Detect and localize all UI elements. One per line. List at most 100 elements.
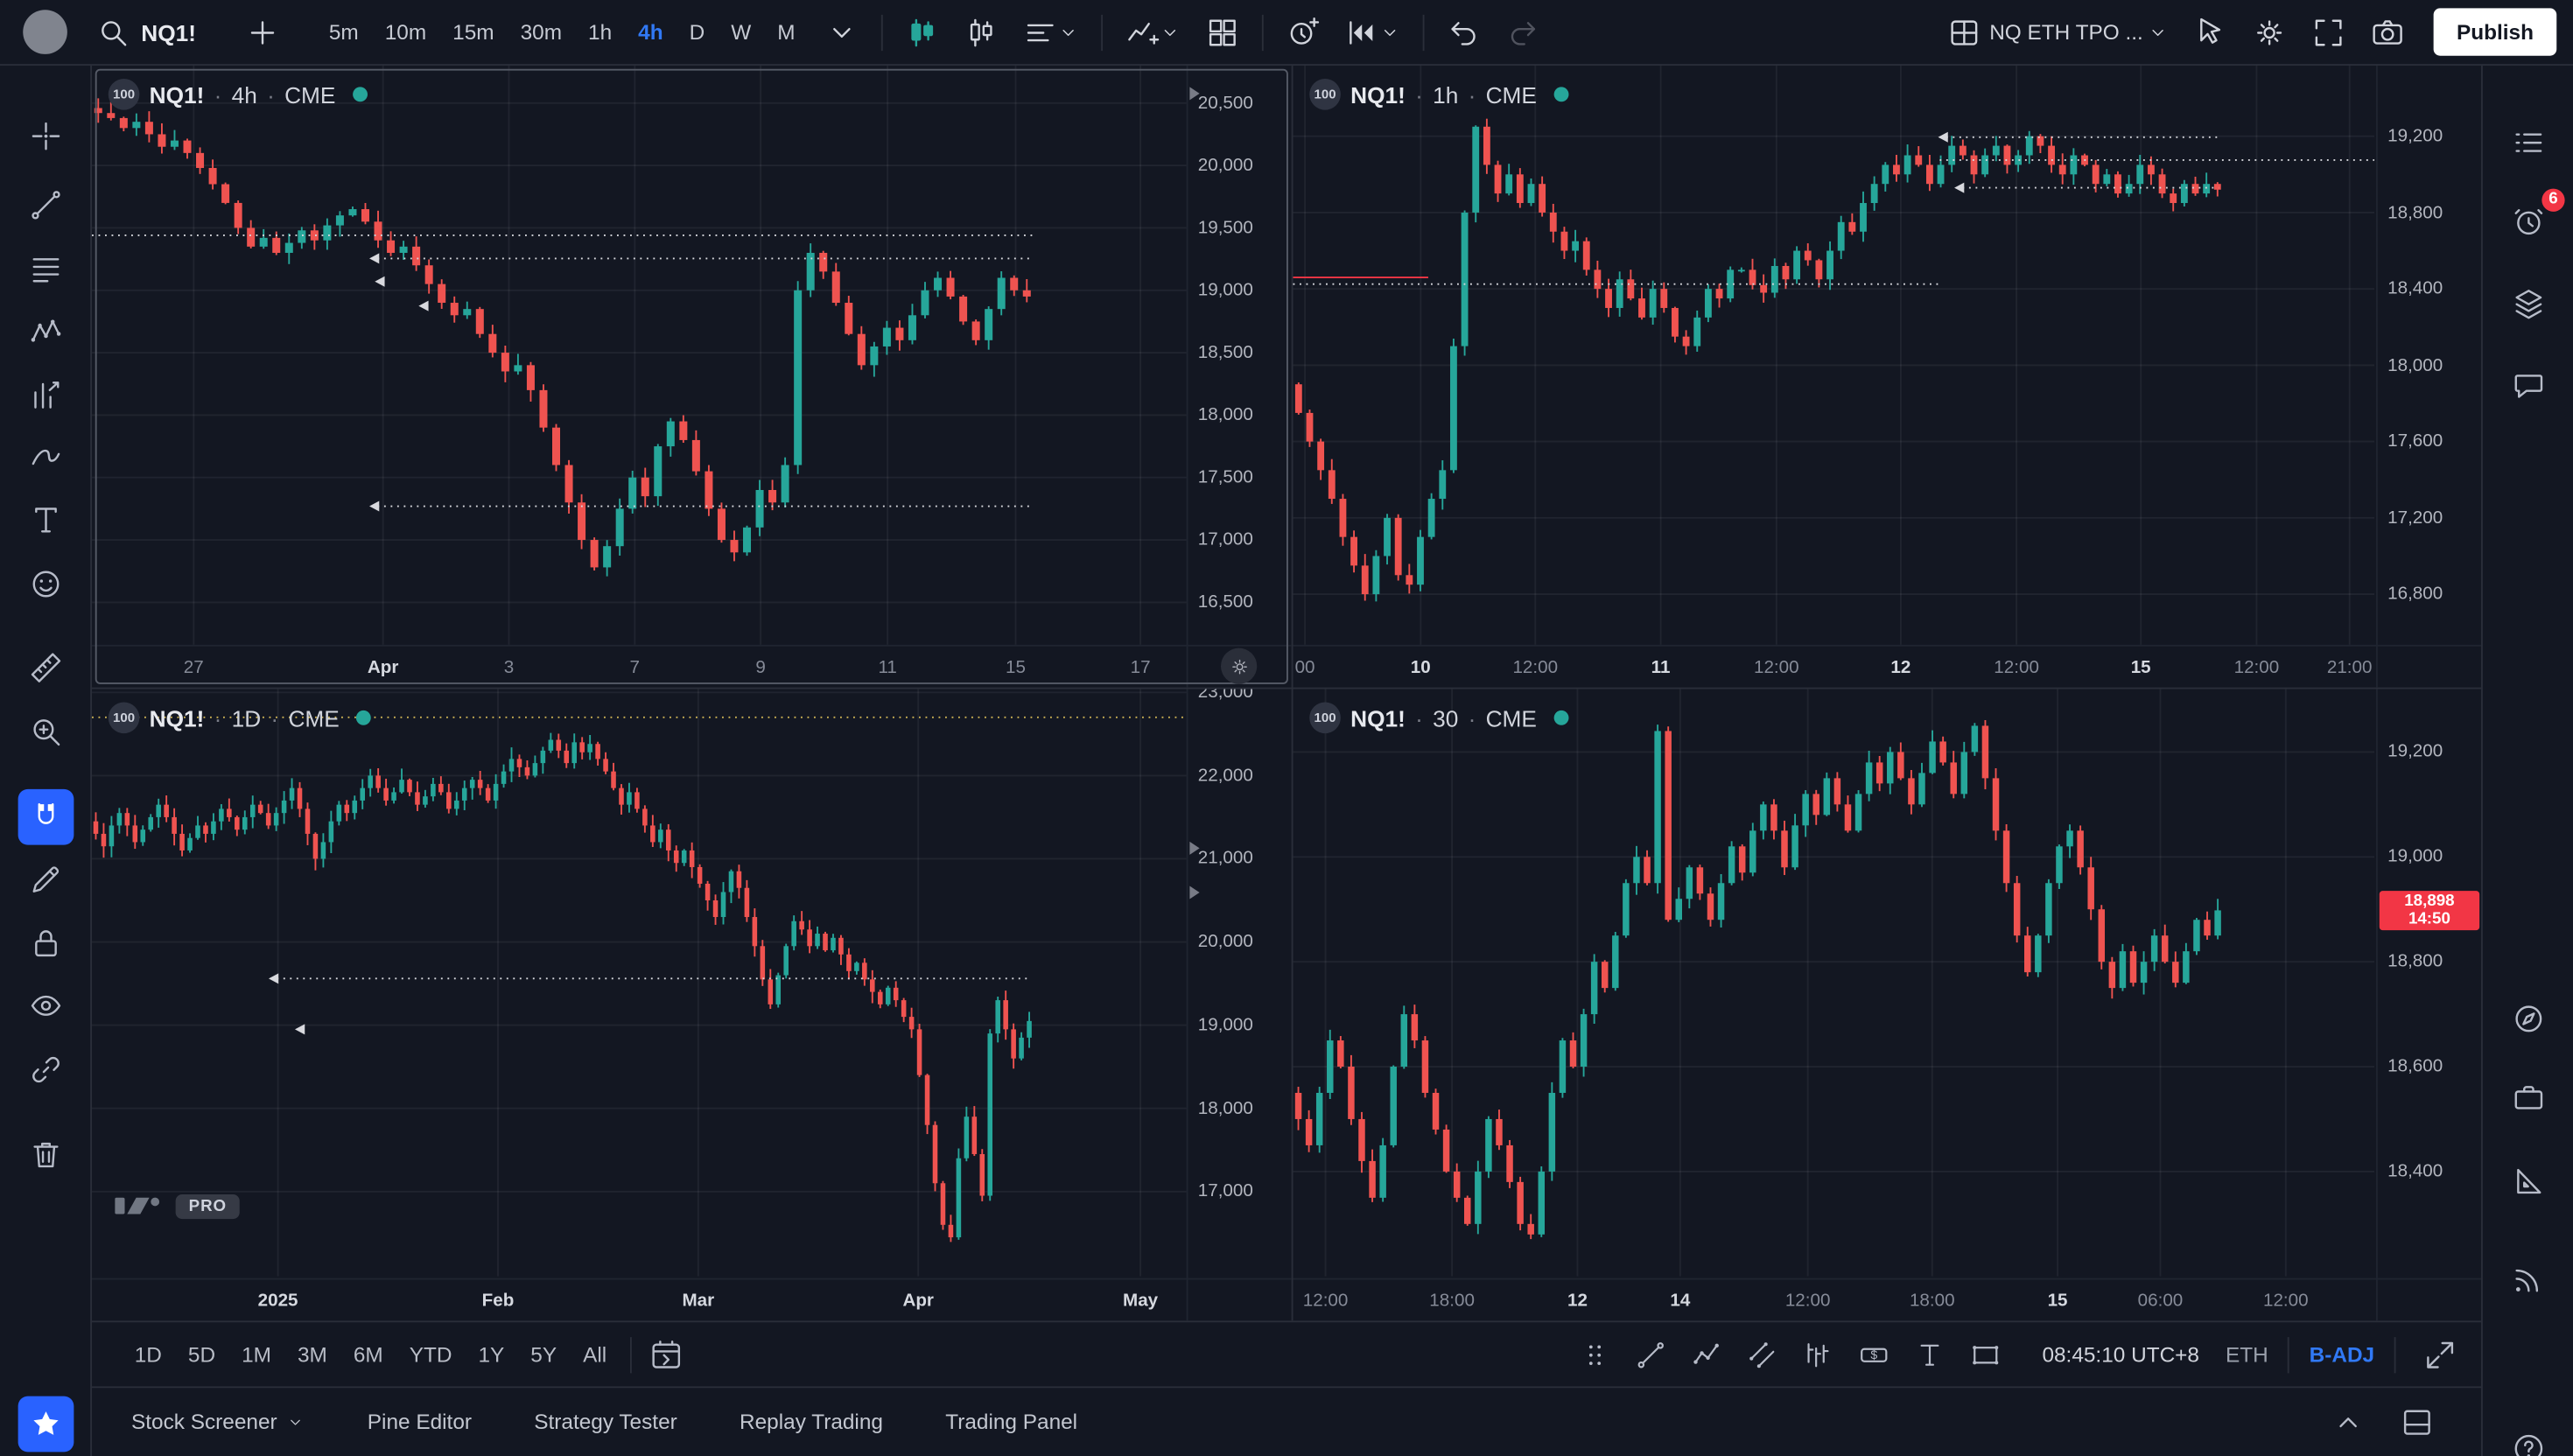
time-axis[interactable]: 12:00 18:00 12 14 12:00 18:00 15 06:00 12:00	[1293, 1278, 2481, 1321]
compare-add-button[interactable]	[234, 6, 293, 59]
chart-pane-1D[interactable]: 100 NQ1! · 1D · CME PRO 23,000 22,000 21,000 20,00…	[92, 689, 1294, 1321]
indicators-button[interactable]	[1111, 6, 1192, 59]
tool-trend-line[interactable]	[18, 178, 74, 234]
measure-panel[interactable]	[2501, 1153, 2557, 1209]
sync-drawings[interactable]	[18, 1042, 74, 1098]
chart-type-button[interactable]	[892, 6, 951, 59]
news-panel[interactable]	[2501, 276, 2557, 332]
line-type-button[interactable]	[1010, 6, 1090, 59]
favorite-tools[interactable]	[18, 1396, 74, 1452]
range-YTD[interactable]: YTD	[396, 1335, 466, 1373]
tool-parallel-channel[interactable]	[1737, 1330, 1786, 1379]
interval-D[interactable]: D	[677, 7, 719, 56]
object-tree-panel[interactable]	[2501, 991, 2557, 1047]
goto-date-button[interactable]	[641, 1330, 691, 1379]
clock[interactable]: 08:45:10 UTC+8	[2042, 1341, 2199, 1367]
indicator-templates-button[interactable]	[1192, 6, 1251, 59]
tool-price-label[interactable]: $	[1848, 1330, 1897, 1379]
collapse-panel-button[interactable]	[2324, 1397, 2373, 1446]
interval-30m[interactable]: 30m	[508, 7, 575, 56]
tool-xabcd-pattern[interactable]	[18, 305, 74, 361]
chart-style-button[interactable]	[951, 6, 1011, 59]
user-avatar[interactable]	[23, 10, 67, 54]
chart-pane-4h[interactable]: 100 NQ1! · 4h · CME 20,500 20,000 19,500 19,000 18…	[92, 66, 1294, 690]
fullscreen-button[interactable]	[2299, 6, 2359, 59]
price-scale[interactable]: 20,500 20,000 19,500 19,000 18,500 18,000 17,5…	[1186, 66, 1292, 688]
price-scale[interactable]: 23,000 22,000 21,000 20,000 19,000 18,000 17,0…	[1186, 689, 1292, 1321]
tool-forecast[interactable]	[18, 368, 74, 424]
interval-15m[interactable]: 15m	[439, 7, 507, 56]
chat-panel[interactable]	[2501, 358, 2557, 414]
tool-emoji[interactable]	[18, 556, 74, 612]
settings-button[interactable]	[2240, 6, 2299, 59]
session-label[interactable]: ETH	[2225, 1341, 2268, 1367]
snapshot-button[interactable]	[2358, 6, 2417, 59]
portfolio-panel[interactable]	[2501, 1070, 2557, 1126]
chart-legend[interactable]: 100 NQ1! · 1h · CME	[1309, 79, 1568, 110]
tool-fib-retracement[interactable]	[18, 242, 74, 298]
tool-info-line[interactable]	[1681, 1330, 1730, 1379]
chart-legend[interactable]: 100 NQ1! · 1D · CME	[108, 702, 371, 734]
create-alert-button[interactable]	[1272, 6, 1332, 59]
strategy-tester-tab[interactable]: Strategy Tester	[534, 1410, 677, 1435]
range-1D[interactable]: 1D	[122, 1335, 175, 1373]
adjustment-label[interactable]: B-ADJ	[2309, 1341, 2375, 1367]
range-5D[interactable]: 5D	[175, 1335, 228, 1373]
layout-select-button[interactable]: NQ ETH TPO ...	[1935, 6, 2181, 59]
redo-button[interactable]	[1492, 6, 1552, 59]
range-1M[interactable]: 1M	[228, 1335, 284, 1373]
watchlist-panel[interactable]	[2501, 115, 2557, 171]
tool-rectangle[interactable]	[1960, 1330, 2009, 1379]
chart-canvas[interactable]: 100 NQ1! · 4h · CME	[92, 66, 1187, 645]
replay-trading-tab[interactable]: Replay Trading	[740, 1410, 883, 1435]
tool-text[interactable]	[18, 493, 74, 549]
range-3M[interactable]: 3M	[284, 1335, 340, 1373]
time-axis[interactable]: 00 10 12:00 11 12:00 12 12:00 15 12:00 21:00	[1293, 644, 2481, 688]
tool-zoom[interactable]	[18, 704, 74, 760]
chart-canvas[interactable]: 100 NQ1! · 1h · CME	[1293, 66, 2375, 645]
stock-screener-tab[interactable]: Stock Screener	[131, 1410, 305, 1434]
interval-W[interactable]: W	[718, 7, 764, 56]
tool-trend-line-quick[interactable]	[1625, 1330, 1674, 1379]
drawing-mode[interactable]	[18, 851, 74, 907]
interval-1h[interactable]: 1h	[575, 7, 625, 56]
chart-canvas[interactable]: 100 NQ1! · 1D · CME PRO	[92, 689, 1187, 1277]
chart-pane-1h[interactable]: 100 NQ1! · 1h · CME 19,200 18,800 18,400 18,000 17…	[1293, 66, 2481, 690]
quick-actions-button[interactable]	[2181, 6, 2240, 59]
hide-drawings[interactable]	[18, 978, 74, 1034]
interval-10m[interactable]: 10m	[372, 7, 439, 56]
range-5Y[interactable]: 5Y	[517, 1335, 570, 1373]
remove-drawings[interactable]	[18, 1127, 74, 1183]
help-button[interactable]	[2501, 1421, 2557, 1456]
tool-bars-pattern[interactable]	[1792, 1330, 1841, 1379]
interval-menu-button[interactable]	[811, 6, 871, 59]
pine-editor-tab[interactable]: Pine Editor	[367, 1410, 473, 1435]
tool-crosshair[interactable]	[18, 108, 74, 164]
drawing-toolbar-handle[interactable]	[1569, 1330, 1618, 1379]
maximize-chart-button[interactable]	[2415, 1330, 2464, 1379]
chart-pane-30[interactable]: 100 NQ1! · 30 · CME 19,200 19,000 18,800 18,600 18…	[1293, 689, 2481, 1321]
lock-drawings[interactable]	[18, 915, 74, 971]
chart-legend[interactable]: 100 NQ1! · 30 · CME	[1309, 702, 1568, 734]
interval-4h[interactable]: 4h	[625, 7, 676, 56]
chart-canvas[interactable]: 100 NQ1! · 30 · CME	[1293, 689, 2375, 1277]
trading-panel-tab[interactable]: Trading Panel	[945, 1410, 1078, 1435]
time-axis[interactable]: 27 Apr 3 7 9 11 15 17	[92, 644, 1292, 688]
time-axis[interactable]: 2025 Feb Mar Apr May	[92, 1278, 1292, 1321]
undo-button[interactable]	[1434, 6, 1493, 59]
range-1Y[interactable]: 1Y	[465, 1335, 517, 1373]
alerts-panel[interactable]: 6	[2501, 188, 2565, 249]
range-All[interactable]: All	[570, 1335, 620, 1373]
tool-brush[interactable]	[18, 430, 74, 486]
tool-text-quick[interactable]	[1904, 1330, 1953, 1379]
publish-button[interactable]: Publish	[2433, 8, 2557, 56]
magnet-mode[interactable]	[18, 788, 74, 845]
range-6M[interactable]: 6M	[340, 1335, 396, 1373]
open-panel-button[interactable]	[2393, 1397, 2442, 1446]
streams-panel[interactable]	[2501, 1250, 2557, 1306]
pane-settings-button[interactable]	[1221, 648, 1258, 684]
tool-measure[interactable]	[18, 640, 74, 696]
symbol-search-button[interactable]: NQ1!	[84, 6, 207, 59]
price-scale[interactable]: 19,200 19,000 18,800 18,600 18,400 18,898 14:5…	[2376, 689, 2481, 1321]
chart-legend[interactable]: 100 NQ1! · 4h · CME	[108, 79, 368, 110]
